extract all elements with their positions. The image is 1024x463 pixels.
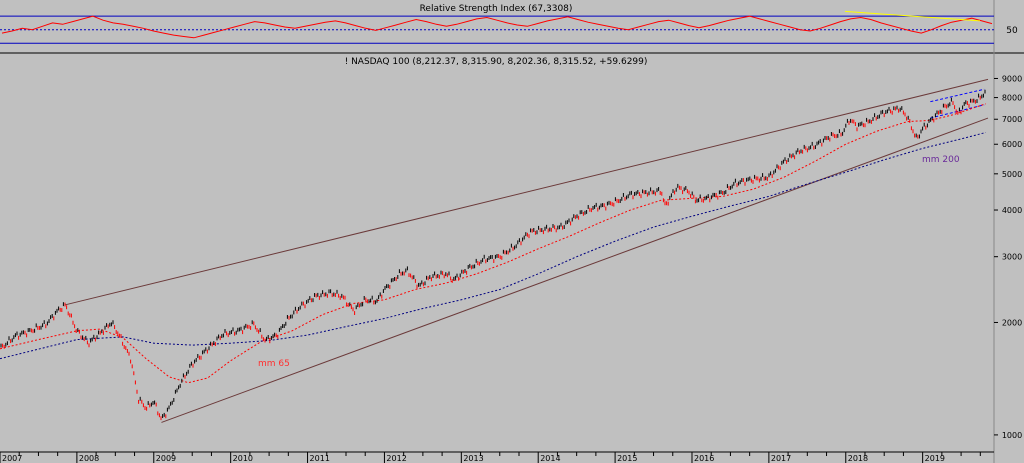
price-bars [0, 89, 986, 421]
y-tick-label: 3000 [1002, 253, 1022, 262]
rsi-line [1, 15, 993, 39]
x-tick-label: 2018 [848, 454, 868, 463]
y-tick-label: 4000 [1002, 206, 1022, 215]
x-tick-label: 2015 [617, 454, 637, 463]
price-marks [0, 78, 989, 423]
rsi-tick-label: 50 [1006, 26, 1018, 36]
trendline-0 [65, 78, 989, 306]
y-tick-label: 1000 [1002, 431, 1022, 440]
x-tick-label: 2012 [386, 454, 406, 463]
mm65-annotation: mm 65 [258, 359, 290, 369]
rsi-title: Relative Strength Index (67,3308) [420, 4, 573, 14]
price-title: ! NASDAQ 100 (8,212.37, 8,315.90, 8,202.… [345, 57, 648, 67]
x-tick-label: 2007 [2, 454, 22, 463]
x-axis-ticks: 2007 2008 2009 2010 2011 2012 2013 2014 2015 2016… [0, 452, 981, 463]
x-tick-label: 2014 [540, 454, 560, 463]
y-tick-label: 6000 [1002, 140, 1022, 149]
x-tick-label: 2008 [79, 454, 99, 463]
x-tick-label: 2017 [771, 454, 791, 463]
x-tick-label: 2009 [156, 454, 176, 463]
mm-200-line [0, 132, 986, 360]
rsi-marks [1, 10, 993, 39]
x-tick-label: 2016 [694, 454, 714, 463]
x-tick-label: 2011 [310, 454, 330, 463]
rsi-trendline [844, 10, 981, 22]
y-axis-ticks: 1000 2000 3000 4000 5000 6000 7000 8000 9000 [994, 74, 1022, 440]
x-tick-label: 2019 [925, 454, 945, 463]
y-tick-label: 2000 [1002, 318, 1022, 327]
mm200-annotation: mm 200 [922, 155, 960, 165]
x-tick-label: 2013 [463, 454, 483, 463]
y-tick-label: 9000 [1002, 74, 1022, 83]
y-tick-label: 8000 [1002, 94, 1022, 103]
y-tick-label: 5000 [1002, 170, 1022, 179]
trendline-1 [161, 117, 989, 423]
mm-65-line [0, 103, 986, 384]
trendline-2 [930, 88, 985, 103]
x-tick-label: 2010 [233, 454, 253, 463]
price-panel: ! NASDAQ 100 (8,212.37, 8,315.90, 8,202.… [0, 57, 1022, 463]
y-tick-label: 7000 [1002, 115, 1022, 124]
